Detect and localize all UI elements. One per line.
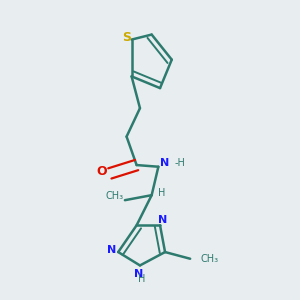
Text: CH₃: CH₃ <box>200 254 218 264</box>
Text: N: N <box>160 158 169 168</box>
Text: S: S <box>122 32 131 44</box>
Text: H: H <box>138 274 145 284</box>
Text: CH₃: CH₃ <box>105 191 123 201</box>
Text: H: H <box>158 188 165 199</box>
Text: N: N <box>158 215 167 225</box>
Text: N: N <box>107 245 116 255</box>
Text: -H: -H <box>174 158 185 168</box>
Text: N: N <box>134 269 143 279</box>
Text: O: O <box>96 165 107 178</box>
